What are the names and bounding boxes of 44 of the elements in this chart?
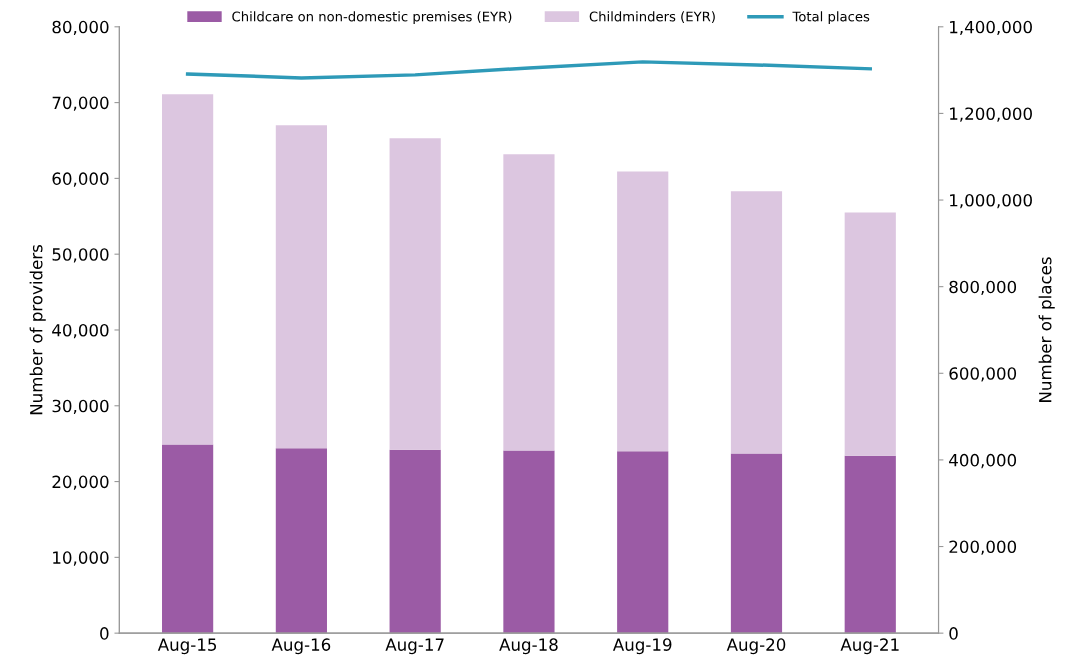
- bar: [617, 171, 669, 452]
- x-tick-label: Aug-21: [840, 638, 899, 655]
- legend-label: Childcare on non-domestic premises (EYR): [232, 11, 512, 25]
- bar: [503, 450, 555, 634]
- bar: [389, 138, 441, 450]
- y-tick-label: 80,000: [52, 20, 109, 36]
- y-tick-label: 50,000: [52, 248, 109, 263]
- y-tick-label: 0: [100, 627, 109, 640]
- x-tick-label: Aug-16: [271, 638, 331, 655]
- bar: [503, 154, 555, 451]
- y-axis-title: Number of providers: [29, 244, 46, 415]
- bar: [844, 455, 896, 634]
- x-tick-label: Aug-15: [157, 638, 217, 655]
- bar: [275, 448, 327, 634]
- bar: [730, 453, 783, 634]
- bar: [617, 451, 669, 634]
- line-series: [185, 60, 872, 80]
- y2-tick-label: 0: [949, 627, 958, 640]
- legend-label: Childminders (EYR): [589, 11, 715, 24]
- x-tick-label: Aug-20: [726, 638, 786, 655]
- y2-axis-title: Number of places: [1038, 257, 1055, 402]
- y2-tick-label: 1,000,000: [950, 194, 1032, 209]
- x-tick-label: Aug-19: [612, 638, 672, 655]
- bar: [389, 449, 441, 634]
- y-tick-label: 30,000: [52, 399, 109, 415]
- bar: [275, 125, 327, 449]
- x-tick-label: Aug-18: [499, 638, 558, 655]
- y2-tick-label: 800,000: [949, 280, 1017, 295]
- legend-label: Total places: [792, 11, 870, 25]
- bar: [162, 444, 214, 634]
- y-tick-label: 70,000: [52, 96, 109, 111]
- y-tick-label: 60,000: [52, 172, 109, 187]
- y2-tick-label: 200,000: [949, 540, 1017, 555]
- bar: [730, 191, 783, 454]
- y2-tick-label: 1,200,000: [950, 107, 1032, 122]
- y2-tick-label: 1,400,000: [950, 20, 1032, 36]
- y2-tick-label: 400,000: [949, 453, 1017, 469]
- y-tick-label: 10,000: [53, 551, 109, 566]
- y-tick-label: 40,000: [52, 323, 109, 339]
- y2-tick-label: 600,000: [949, 367, 1017, 382]
- x-tick-label: Aug-17: [385, 638, 444, 655]
- bar: [844, 212, 896, 456]
- y-tick-label: 20,000: [52, 475, 109, 490]
- bar: [162, 94, 214, 445]
